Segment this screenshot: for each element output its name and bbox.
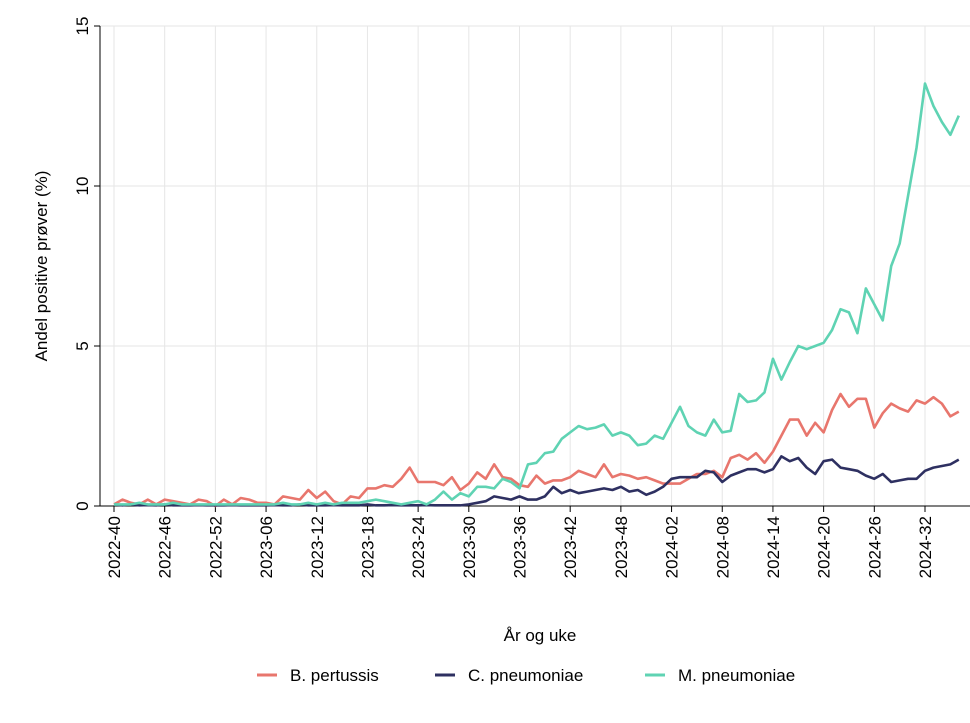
- x-tick-label: 2022-52: [206, 516, 225, 578]
- x-tick-label: 2024-08: [713, 516, 732, 578]
- x-axis-title: År og uke: [504, 626, 577, 645]
- series-line: [114, 82, 960, 506]
- y-tick-label: 5: [73, 341, 92, 350]
- x-tick-label: 2023-42: [561, 516, 580, 578]
- x-tick-label: 2023-36: [511, 516, 530, 578]
- y-tick-label: 0: [73, 501, 92, 510]
- y-tick-label: 10: [73, 177, 92, 196]
- series-line: [113, 392, 960, 508]
- legend-label: C. pneumoniae: [468, 666, 583, 685]
- x-tick-label: 2024-20: [815, 516, 834, 578]
- x-tick-label: 2023-30: [460, 516, 479, 578]
- x-tick-label: 2023-12: [308, 516, 327, 578]
- x-tick-label: 2024-02: [663, 516, 682, 578]
- x-tick-label: 2023-24: [409, 516, 428, 578]
- y-axis-title: Andel positive prøver (%): [32, 171, 51, 362]
- legend-label: M. pneumoniae: [678, 666, 795, 685]
- x-tick-label: 2023-48: [612, 516, 631, 578]
- x-tick-label: 2023-06: [257, 516, 276, 578]
- legend-label: B. pertussis: [290, 666, 379, 685]
- x-tick-label: 2022-40: [105, 516, 124, 578]
- x-tick-label: 2023-18: [358, 516, 377, 578]
- x-tick-label: 2024-14: [764, 516, 783, 578]
- y-tick-label: 15: [73, 17, 92, 36]
- x-tick-label: 2024-26: [865, 516, 884, 578]
- x-tick-label: 2024-32: [916, 516, 935, 578]
- x-tick-label: 2022-46: [156, 516, 175, 578]
